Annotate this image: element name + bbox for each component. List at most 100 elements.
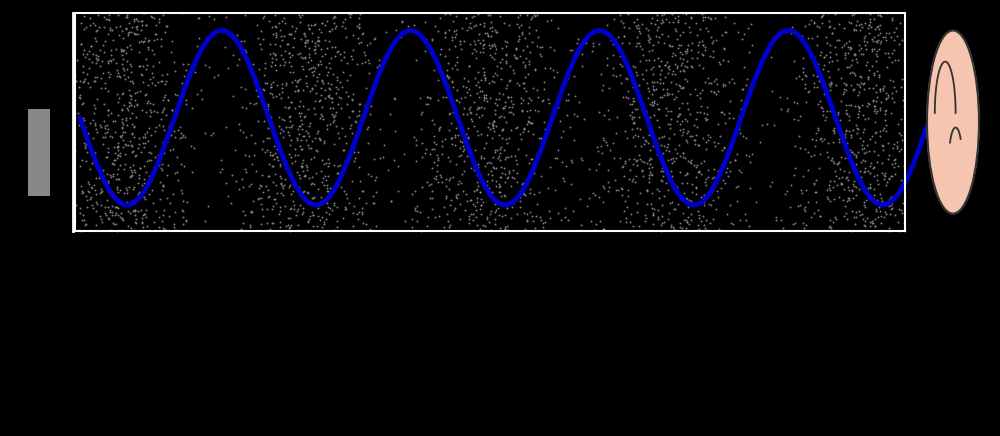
Point [97,37,113,44]
Point [156,105,172,112]
Point [257,65,273,72]
Point [654,12,670,19]
Point [272,129,288,136]
Point [87,74,103,81]
Point [108,24,124,31]
Point [848,160,864,167]
Point [599,61,615,68]
Point [509,80,525,87]
Point [323,81,339,88]
Point [849,80,865,87]
Point [731,125,747,132]
Point [603,37,619,44]
Point [368,174,384,181]
Point [293,53,309,60]
Point [358,220,374,227]
Point [298,136,314,143]
Point [516,80,532,87]
Point [329,48,345,55]
Point [350,124,366,131]
Point [273,126,289,133]
Point [114,125,130,132]
Point [663,176,679,183]
Point [530,34,546,41]
Point [879,179,895,186]
Point [826,25,842,32]
Point [437,10,453,17]
Point [358,85,374,92]
Point [624,126,640,133]
Point [224,171,240,178]
Point [490,154,506,161]
Point [690,168,706,175]
Point [713,109,729,116]
Point [820,196,836,203]
Point [797,72,813,78]
Point [831,194,847,201]
Point [449,53,465,60]
Point [741,153,757,160]
Point [299,164,315,170]
Point [861,22,877,29]
Point [733,96,749,103]
Point [272,208,288,215]
Point [754,122,770,129]
Point [97,79,113,86]
Point [692,109,708,116]
Point [861,147,877,154]
Point [796,224,812,231]
Point [890,57,906,64]
Point [811,71,827,78]
Point [651,124,667,131]
Point [878,106,894,113]
Point [875,143,891,150]
Point [855,216,871,223]
Point [522,48,538,55]
Point [232,43,248,50]
Point [647,20,663,27]
Point [654,93,670,100]
Point [443,197,459,204]
Point [331,134,347,141]
Point [284,23,300,30]
Point [287,158,303,165]
Point [616,207,632,214]
Point [263,114,279,121]
Point [677,155,693,162]
Point [618,75,634,82]
Point [652,80,668,87]
Point [313,194,329,201]
Point [692,89,708,96]
Point [259,206,275,213]
Point [825,138,841,145]
Point [880,140,896,146]
Point [487,49,503,56]
Point [716,46,732,53]
Point [535,223,551,230]
Point [702,52,718,59]
Point [897,194,913,201]
Point [889,143,905,150]
Point [860,185,876,192]
Point [670,112,686,119]
Point [663,224,679,231]
Point [846,27,862,34]
Point [265,202,281,209]
Point [272,218,288,225]
Point [257,59,273,66]
Point [294,125,310,132]
Point [877,208,893,215]
Point [89,95,105,102]
Point [68,77,84,84]
Point [480,170,496,177]
Point [870,32,886,39]
Point [810,100,826,107]
Point [81,181,97,187]
Point [437,10,453,17]
Point [804,34,820,41]
Point [485,72,501,79]
Point [105,55,121,62]
Point [872,105,888,112]
Point [521,95,537,102]
Point [881,176,897,183]
